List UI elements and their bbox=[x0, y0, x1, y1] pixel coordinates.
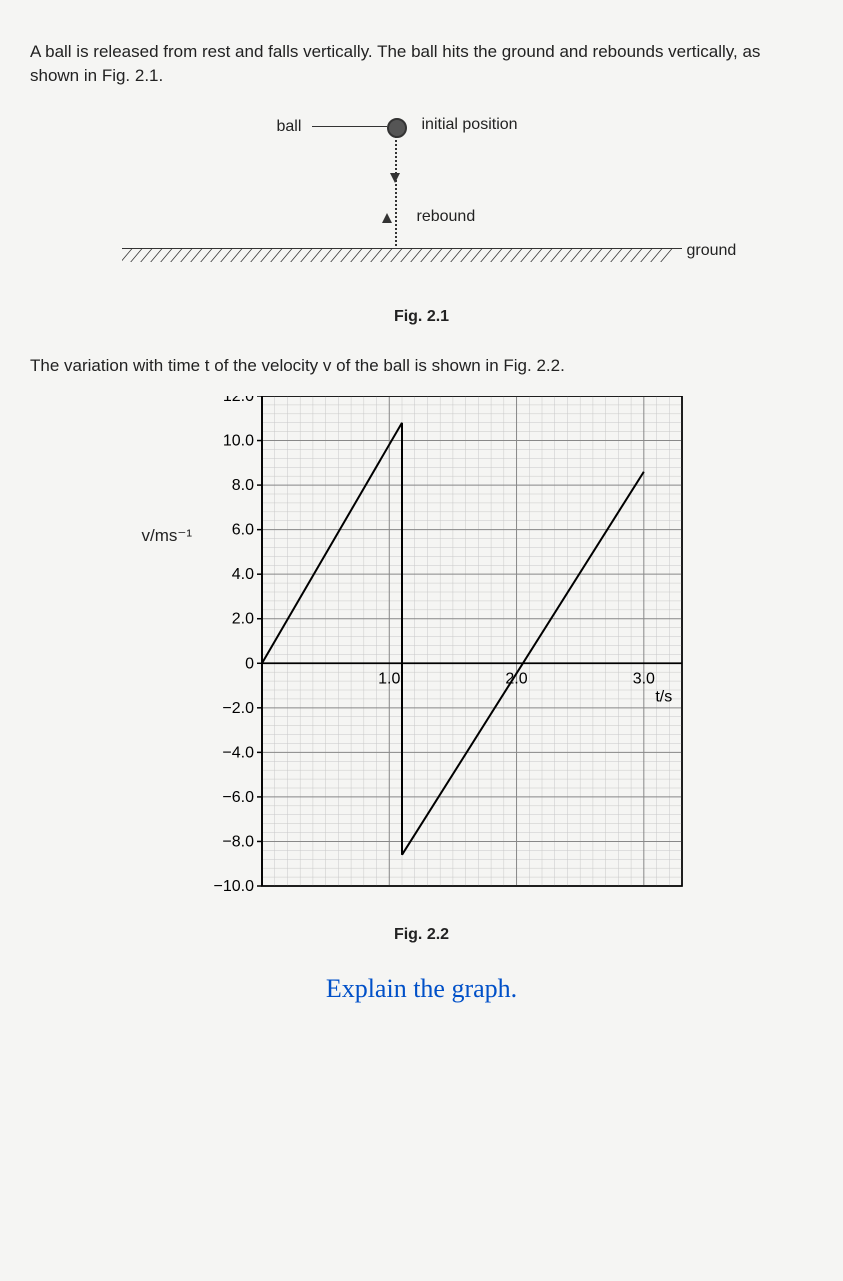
svg-text:2.0: 2.0 bbox=[231, 610, 253, 627]
velocity-time-chart: −10.0 −8.0 −6.0 −4.0 −2.0 0 2.0 4.0 6.0 8.0 10.0 12… bbox=[142, 396, 702, 916]
svg-text:1.0: 1.0 bbox=[378, 670, 400, 687]
ball-icon bbox=[387, 118, 407, 138]
figure-2-1: ball initial position rebound ground bbox=[122, 118, 722, 298]
y-axis-label: v/ms⁻¹ bbox=[142, 526, 193, 546]
fig-2-1-caption: Fig. 2.1 bbox=[30, 308, 813, 326]
svg-text:4.0: 4.0 bbox=[231, 566, 253, 583]
svg-text:−10.0: −10.0 bbox=[213, 878, 254, 895]
svg-text:0: 0 bbox=[245, 655, 254, 672]
rebound-label: rebound bbox=[417, 208, 476, 226]
ground-label: ground bbox=[687, 242, 737, 260]
svg-text:12.0: 12.0 bbox=[222, 396, 253, 405]
svg-text:−8.0: −8.0 bbox=[222, 833, 254, 850]
svg-text:−6.0: −6.0 bbox=[222, 789, 254, 806]
svg-text:t/s: t/s bbox=[655, 688, 672, 705]
ball-leader-line bbox=[312, 126, 387, 127]
svg-text:−2.0: −2.0 bbox=[222, 699, 254, 716]
question-intro: A ball is released from rest and falls v… bbox=[30, 40, 813, 88]
svg-text:−4.0: −4.0 bbox=[222, 744, 254, 761]
svg-text:6.0: 6.0 bbox=[231, 521, 253, 538]
handwritten-note: Explain the graph. bbox=[30, 974, 813, 1004]
up-arrow-icon bbox=[382, 213, 392, 223]
ground-line bbox=[122, 248, 682, 262]
svg-text:10.0: 10.0 bbox=[222, 432, 253, 449]
ball-label: ball bbox=[277, 118, 302, 136]
svg-text:8.0: 8.0 bbox=[231, 477, 253, 494]
figure-2-2: v/ms⁻¹ −10.0 −8.0 −6.0 −4.0 −2.0 0 2.0 4.0 6.0 8.… bbox=[142, 396, 702, 921]
svg-text:3.0: 3.0 bbox=[632, 670, 654, 687]
fall-path bbox=[395, 136, 397, 246]
variation-text: The variation with time t of the velocit… bbox=[30, 356, 813, 376]
fig-2-2-caption: Fig. 2.2 bbox=[30, 926, 813, 944]
down-arrow-icon bbox=[390, 173, 400, 183]
initial-position-label: initial position bbox=[422, 116, 518, 134]
